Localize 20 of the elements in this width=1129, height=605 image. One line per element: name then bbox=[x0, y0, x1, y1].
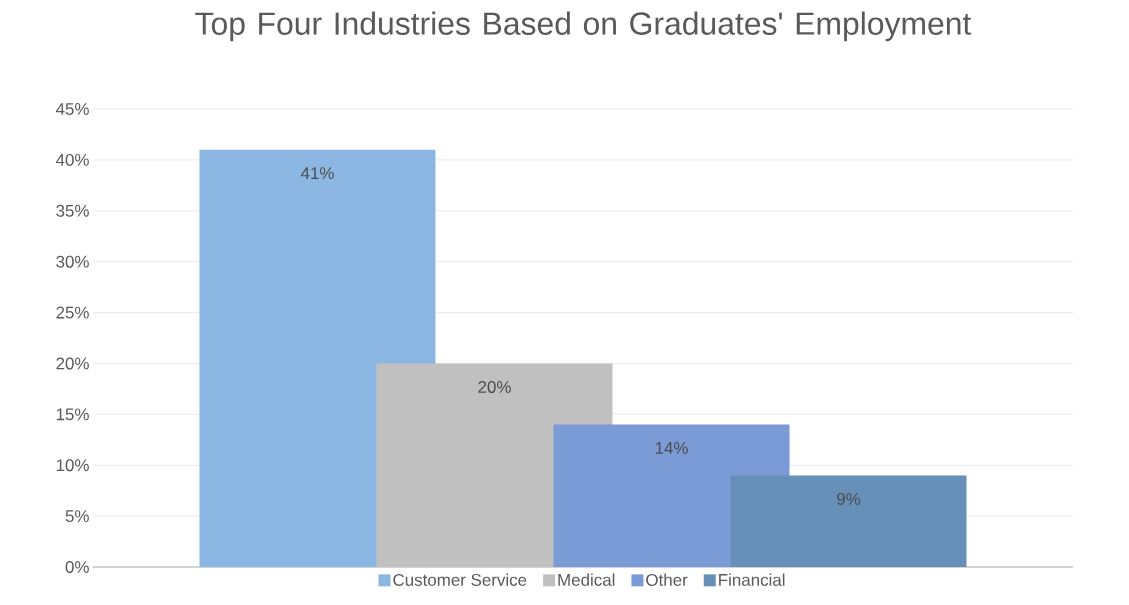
y-tick-label: 5% bbox=[65, 510, 89, 523]
y-tick-label: 15% bbox=[56, 408, 89, 421]
legend-label: Customer Service bbox=[393, 573, 527, 586]
data-label: 20% bbox=[478, 380, 511, 393]
y-tick-label: 25% bbox=[56, 306, 89, 319]
legend-label: Other bbox=[646, 573, 688, 586]
bar bbox=[730, 475, 967, 567]
y-tick-label: 20% bbox=[56, 357, 89, 370]
legend-label: Financial bbox=[719, 573, 785, 586]
y-tick-label: 35% bbox=[56, 204, 89, 217]
y-tick-label: 0% bbox=[65, 561, 89, 573]
y-tick-label: 30% bbox=[56, 255, 89, 268]
y-tick-label: 45% bbox=[55, 103, 89, 115]
data-label: 9% bbox=[837, 492, 861, 505]
y-tick-label: 40% bbox=[55, 153, 89, 166]
legend-label: Medical bbox=[558, 573, 615, 586]
y-tick-label: 10% bbox=[56, 459, 89, 472]
data-label: 14% bbox=[655, 442, 688, 454]
data-label: 41% bbox=[300, 167, 334, 180]
chart-title: Top Four Industries Based on Graduates' Employment bbox=[195, 11, 972, 42]
